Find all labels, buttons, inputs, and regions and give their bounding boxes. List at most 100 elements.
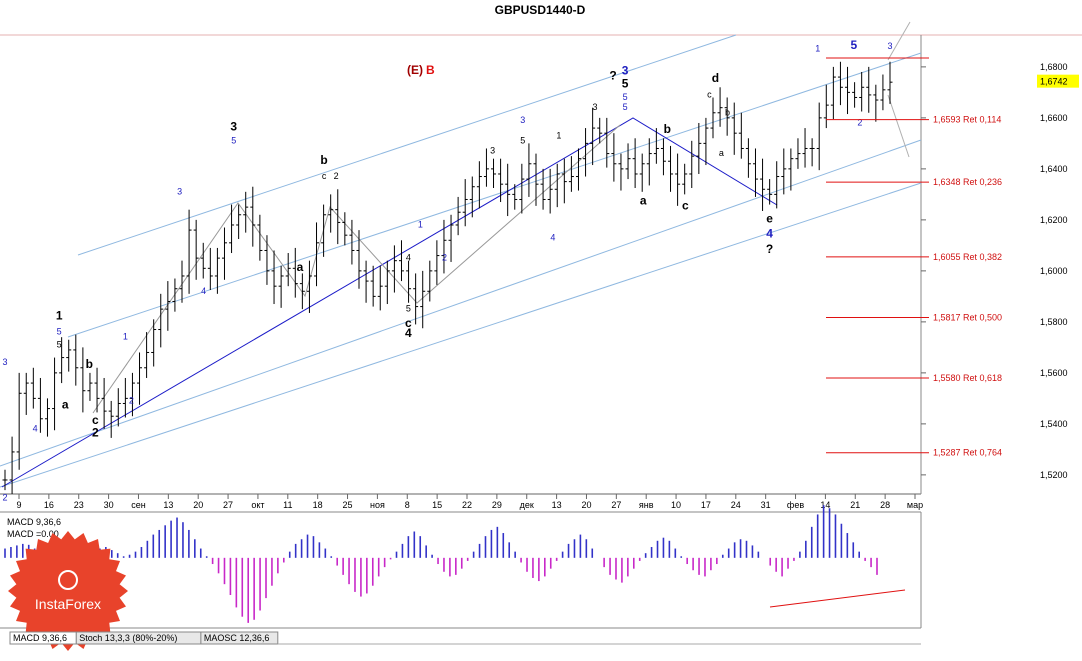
price-bar [639, 153, 645, 192]
price-bar [398, 240, 404, 282]
price-bar [696, 122, 702, 174]
indicator-tab[interactable]: MACD 9,36,6 [9, 631, 77, 645]
price-bar [689, 140, 695, 188]
wave-label: 1 [556, 130, 561, 140]
y-tick-label: 1,6600 [1040, 113, 1068, 123]
price-bar [363, 260, 369, 303]
price-bar [802, 128, 808, 168]
price-bar [214, 247, 220, 294]
price-bar [837, 61, 843, 106]
price-bar [221, 227, 227, 280]
price-bar [37, 377, 43, 433]
wave-label: 1 [56, 308, 63, 322]
x-tick-label: 16 [44, 500, 54, 510]
chart-title: GBPUSD1440-D [495, 3, 586, 17]
y-tick-label: 1,5600 [1040, 368, 1068, 378]
price-bar [512, 184, 518, 210]
wave-label: e [766, 211, 773, 225]
price-bar [583, 128, 589, 177]
x-tick-label: 24 [731, 500, 741, 510]
price-bar [250, 186, 256, 247]
price-bar [229, 204, 235, 254]
wave-label: a [297, 260, 304, 274]
price-bar [575, 148, 581, 191]
price-bar [795, 138, 801, 169]
wave-label: 2 [2, 492, 7, 502]
eb-annotation: (E) B [407, 63, 435, 77]
price-bar [413, 273, 419, 325]
price-bar [505, 163, 511, 217]
price-bar [257, 214, 263, 261]
wave-label: 5 [623, 102, 628, 112]
wave-label: 3 [520, 115, 525, 125]
price-bar [370, 265, 376, 307]
wave-label: c [92, 413, 99, 427]
price-bar [158, 293, 164, 348]
price-bar [668, 145, 674, 192]
wave-label: a [640, 194, 647, 208]
x-tick-label: янв [639, 500, 654, 510]
price-bar [469, 176, 475, 218]
wave-label: 1 [418, 220, 423, 230]
price-bar [866, 66, 872, 113]
price-bar [434, 240, 440, 285]
price-bar [285, 253, 291, 287]
wave-label: c [405, 316, 412, 330]
price-bar [618, 153, 624, 191]
price-bar [483, 148, 489, 187]
y-tick-label: 1,6400 [1040, 164, 1068, 174]
price-bar [455, 196, 461, 236]
x-tick-label: дек [520, 500, 534, 510]
x-tick-label: сен [131, 500, 146, 510]
indicator-tab-label: MAOSC 12,36,6 [204, 633, 270, 643]
price-bar [731, 102, 737, 155]
price-bar [533, 153, 539, 206]
price-bar [122, 377, 128, 418]
fib-level-label: 1,6348 Ret 0,236 [933, 177, 1002, 187]
price-bar [314, 222, 320, 287]
price-bar [660, 138, 666, 176]
fibonacci-levels: 1,6593 Ret 0,114 1,6348 Ret 0,236 1,6055 R… [826, 57, 1002, 458]
price-bar [852, 82, 858, 108]
wave-label: c [707, 89, 712, 99]
price-bar [52, 357, 58, 431]
price-bar [682, 163, 688, 195]
y-tick-label: 1,6200 [1040, 215, 1068, 225]
price-bar [101, 377, 107, 429]
x-tick-label: мар [907, 500, 923, 510]
price-bar [321, 204, 327, 257]
price-bar [292, 247, 298, 298]
indicator-tabs[interactable]: MACD 9,36,6 Stoch 13,3,3 (80%-20%) MAOSC 1… [9, 631, 921, 645]
price-bar [738, 112, 744, 159]
price-bar [207, 247, 213, 290]
price-bar [710, 97, 716, 139]
logo-text: InstaForex [35, 596, 101, 612]
trend-lines [1, 117, 778, 488]
price-bar [271, 250, 277, 305]
wave-label: 4 [201, 286, 206, 296]
price-bar [717, 87, 723, 127]
indicator-tab[interactable]: MAOSC 12,36,6 [200, 631, 279, 645]
wave-label: 5 [623, 92, 628, 102]
price-bar [462, 179, 468, 227]
wave-label: 4 [33, 424, 38, 434]
x-axis: 9 16 23 30 сен 13 20 27 окт 11 18 25 ноя 8 15 22 29 дек 13… [16, 494, 923, 510]
indicator-tab-label: MACD 9,36,6 [13, 633, 67, 643]
macd-divergence-line [769, 589, 906, 608]
price-bar [264, 235, 270, 285]
price-bar [441, 219, 447, 274]
subwave-line [92, 124, 621, 414]
indicator-tab[interactable]: Stoch 13,3,3 (80%-20%) [75, 631, 202, 645]
price-bar [625, 143, 631, 180]
wave-label: 5 [57, 339, 62, 349]
y-tick-label: 1,5400 [1040, 419, 1068, 429]
wave-label: 5 [57, 327, 62, 337]
x-tick-label: 25 [343, 500, 353, 510]
x-tick-label: 11 [283, 500, 292, 510]
wave-label: 2 [857, 118, 862, 128]
y-tick-label: 1,6000 [1040, 266, 1068, 276]
current-price-box [1037, 74, 1079, 88]
price-bar [752, 148, 758, 197]
x-tick-label: 31 [761, 500, 771, 510]
